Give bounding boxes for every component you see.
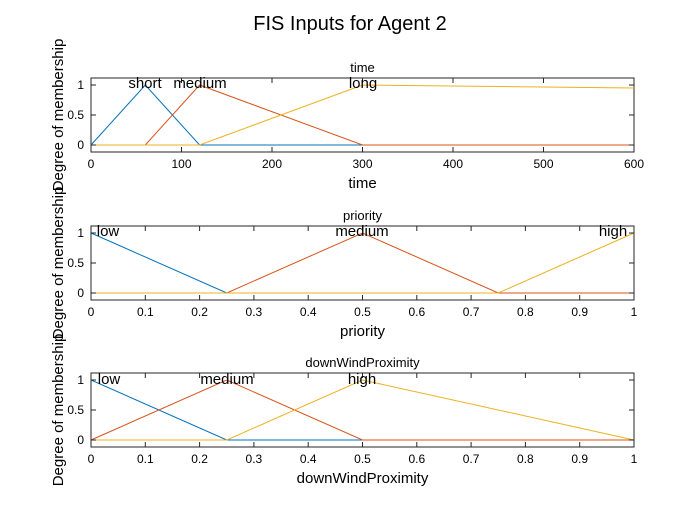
x-tick-label: 0.7 [463, 305, 480, 319]
y-tick-label: 1 [77, 373, 84, 387]
x-tick-label: 0.3 [246, 452, 263, 466]
mf-label-high: high [348, 371, 376, 388]
x-tick-label: 0.7 [463, 452, 480, 466]
x-tick-label: 0.2 [191, 305, 208, 319]
mf-label-medium: medium [200, 371, 253, 388]
x-tick-label: 0.8 [517, 305, 534, 319]
series-line-high [91, 379, 635, 441]
x-tick-label: 0.5 [354, 452, 371, 466]
x-tick-label: 1 [631, 305, 638, 319]
x-tick-label: 100 [171, 157, 191, 171]
x-tick-label: 0.6 [408, 305, 425, 319]
y-tick-label: 0 [77, 286, 84, 300]
subplot-1: 0 100 200 300 400 500 600 0 0.5 1 time time Degree o… [50, 39, 644, 192]
mf-label-short: short [128, 75, 162, 92]
subplot-2: 0 0.1 0.2 0.3 0.4 0.5 0.6 0.7 0.8 0.9 1 0 0.5 1 priori… [50, 187, 638, 340]
series-line-high [91, 232, 635, 294]
axes-box [90, 372, 635, 448]
x-axis-label: downWindProximity [297, 470, 429, 487]
subplot-title: time [350, 60, 375, 75]
y-tick-label: 0 [77, 138, 84, 152]
x-tick-label: 0 [88, 157, 95, 171]
mf-label-low: low [97, 223, 120, 240]
mf-label-medium: medium [173, 75, 226, 92]
x-tick-label: 0.8 [517, 452, 534, 466]
y-tick-label: 0 [77, 433, 84, 447]
y-axis-label: Degree of membership [50, 187, 67, 340]
x-tick-label: 0.9 [571, 305, 588, 319]
y-axis-label: Degree of membership [50, 334, 67, 487]
x-tick-label: 600 [624, 157, 644, 171]
axes-box [90, 77, 635, 153]
mf-label-medium: medium [335, 223, 388, 240]
x-tick-label: 0 [88, 452, 95, 466]
mf-label-high: high [599, 223, 627, 240]
y-axis-label: Degree of membership [50, 39, 67, 192]
y-tick-label: 1 [77, 226, 84, 240]
x-tick-label: 0 [88, 305, 95, 319]
y-tick-label: 1 [77, 78, 84, 92]
x-axis-label: time [348, 175, 376, 192]
x-axis-label: priority [340, 323, 386, 340]
x-tick-label: 1 [631, 452, 638, 466]
x-tick-label: 0.4 [300, 452, 317, 466]
y-tick-label: 0.5 [67, 403, 84, 417]
x-tick-label: 300 [352, 157, 372, 171]
x-tick-label: 0.3 [246, 305, 263, 319]
figure-title: FIS Inputs for Agent 2 [253, 13, 446, 35]
x-tick-label: 0.2 [191, 452, 208, 466]
mf-label-low: low [98, 371, 121, 388]
series-line-long [91, 84, 635, 146]
x-tick-label: 500 [533, 157, 553, 171]
subplot-title: downWindProximity [305, 355, 420, 370]
x-tick-label: 200 [262, 157, 282, 171]
subplot-3: 0 0.1 0.2 0.3 0.4 0.5 0.6 0.7 0.8 0.9 1 0 0.5 1 downWi… [50, 334, 638, 487]
x-tick-label: 400 [443, 157, 463, 171]
x-tick-label: 0.4 [300, 305, 317, 319]
mf-label-long: long [349, 75, 377, 92]
x-tick-label: 0.5 [354, 305, 371, 319]
x-tick-label: 0.6 [408, 452, 425, 466]
x-tick-label: 0.1 [137, 452, 154, 466]
subplot-title: priority [343, 208, 383, 223]
y-tick-label: 0.5 [67, 256, 84, 270]
x-tick-label: 0.9 [571, 452, 588, 466]
y-tick-label: 0.5 [67, 108, 84, 122]
x-tick-label: 0.1 [137, 305, 154, 319]
